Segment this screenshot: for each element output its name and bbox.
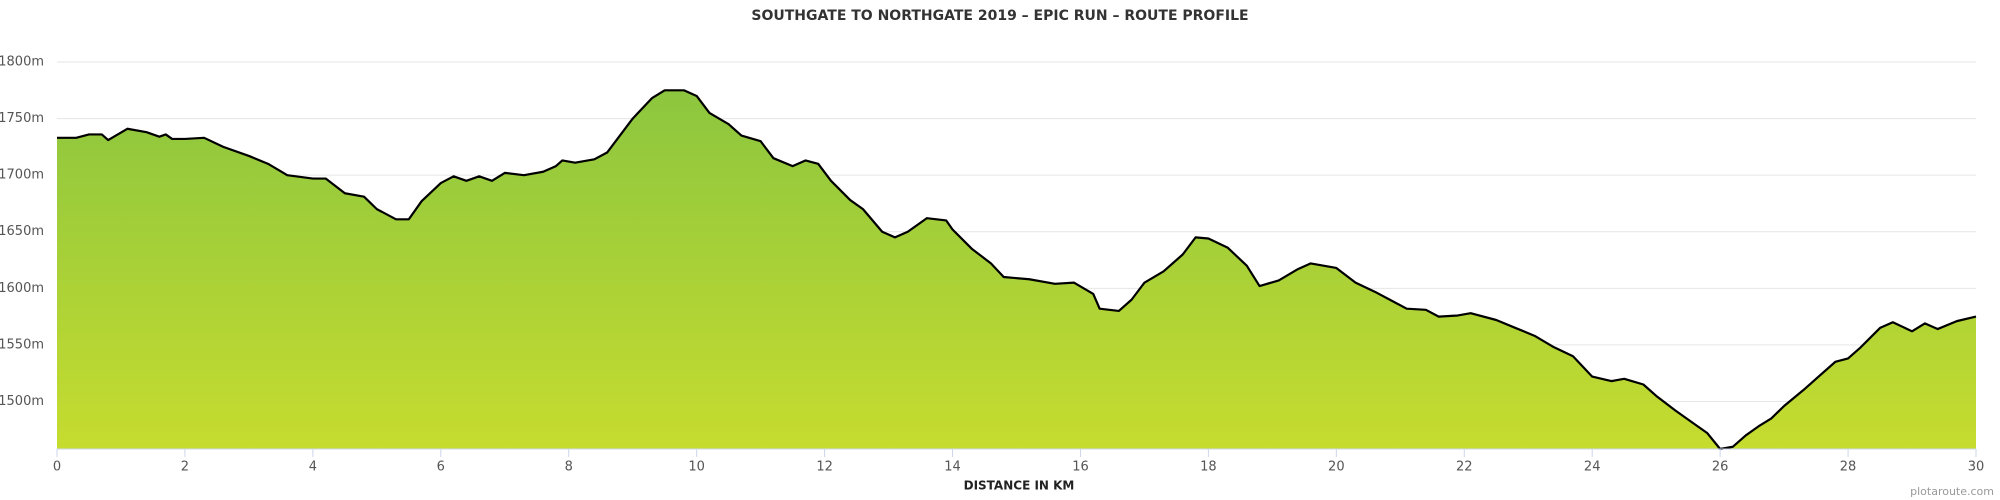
x-tick-label: 2 <box>181 460 189 475</box>
x-tick-label: 26 <box>1712 460 1729 475</box>
x-tick-label: 6 <box>437 460 445 475</box>
area-fill <box>57 90 1976 449</box>
elevation-line <box>57 89 1977 451</box>
x-tick-label: 24 <box>1584 460 1601 475</box>
source: plotaroute.com <box>1910 485 1994 498</box>
y-tick-label: 1600m <box>0 281 44 296</box>
x-tick-label: 16 <box>1072 460 1089 475</box>
x-tick-label: 0 <box>53 460 61 475</box>
y-tick-label: 1750m <box>0 111 44 126</box>
x-tick-label: 12 <box>816 460 833 475</box>
x-axis-label: DISTANCE IN KM <box>964 479 1075 493</box>
x-tick-label: 22 <box>1456 460 1473 475</box>
x-tick-label: 18 <box>1200 460 1217 475</box>
y-tick-label: 1700m <box>0 168 44 183</box>
y-tick-label: 1500m <box>0 394 44 409</box>
x-tick-label: 28 <box>1840 460 1857 475</box>
y-tick-label: 1800m <box>0 55 44 70</box>
y-tick-label: 1650m <box>0 224 44 239</box>
x-tick-label: 4 <box>309 460 317 475</box>
x-tick-label: 20 <box>1328 460 1345 475</box>
x-tick-label: 8 <box>565 460 573 475</box>
x-tick-label: 30 <box>1968 460 1985 475</box>
y-tick-label: 1550m <box>0 337 44 352</box>
chart-title: SOUTHGATE TO NORTHGATE 2019 – EPIC RUN –… <box>751 8 1248 24</box>
x-tick-label: 14 <box>944 460 961 475</box>
x-tick-label: 10 <box>688 460 705 475</box>
